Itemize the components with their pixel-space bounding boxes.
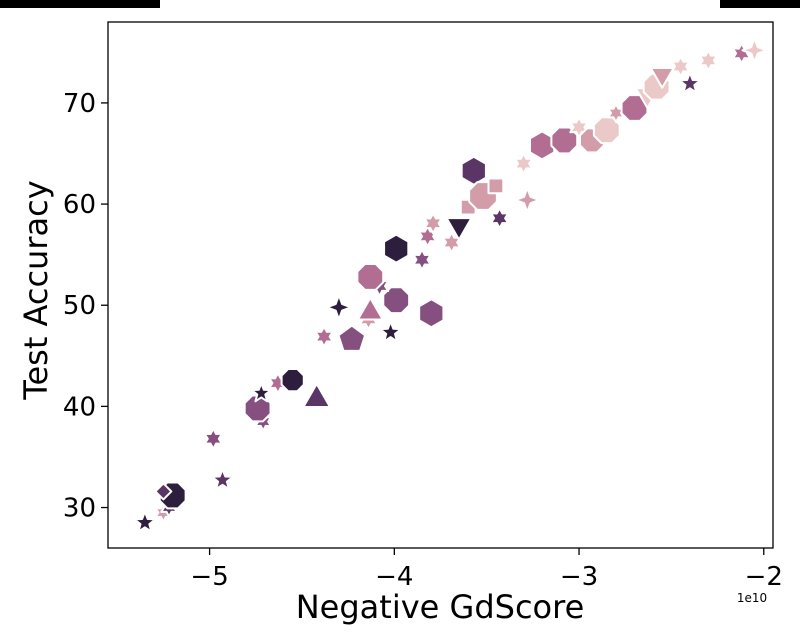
scatter-point-square [487,177,505,195]
x-tick-label: −2 [745,562,783,592]
scatter-marks [133,37,768,533]
scatter-point-octagon [356,262,385,291]
scatter-point-triangle [356,296,384,321]
scatter-point-triangle_down [649,66,675,89]
scatter-point-star6 [417,225,438,248]
scatter-point-octagon [280,368,305,393]
scatter-point-triangle_down [445,217,473,241]
x-axis-offset-label: 1e10 [737,591,767,605]
scatter-point-star5 [379,320,403,343]
scatter-point-star4 [514,187,541,213]
plot-frame [107,21,774,549]
scatter-point-octagon [382,286,411,315]
scatter-point-octagon [243,394,272,423]
scatter-point-star6 [670,55,691,78]
scatter-point-star5 [250,382,272,403]
y-tick-label: 40 [63,392,96,422]
scatter-point-star6 [412,248,432,271]
y-axis-ticks: 30 40 50 60 70 [63,89,108,524]
scatter-point-star6 [731,42,752,65]
y-tick-label: 60 [63,190,96,220]
x-tick-label: −4 [375,562,413,592]
scatter-point-star5 [678,71,702,94]
y-tick-label: 50 [63,291,96,321]
x-tick-label: −5 [190,562,228,592]
scatter-point-star4 [741,37,768,64]
scatter-point-star6 [203,427,223,450]
x-axis-ticks: −5 −4 −3 −2 [190,548,783,592]
scatter-point-star4 [325,294,352,321]
scatter-point-hexagon [383,233,410,264]
scatter-point-star6 [314,325,334,348]
top-right-bar [720,0,800,8]
scatter-point-octagon [592,116,621,145]
scatter-point-star6 [698,49,718,72]
scatter-point-star6 [489,207,510,230]
y-tick-label: 70 [63,89,96,119]
scatter-point-hexagon [460,155,487,186]
top-left-bar [0,0,160,8]
scatter-point-star6 [423,212,443,235]
scatter-point-star5 [133,510,157,533]
x-tick-label: −3 [560,562,598,592]
x-axis-label: Negative GdScore [296,588,585,626]
scatter-point-pentagon [337,324,367,352]
scatter-point-star6 [513,152,534,175]
y-axis-label: Test Accuracy [17,180,55,400]
y-tick-label: 30 [63,494,96,524]
scatter-point-diamond [154,482,173,501]
scatter-point-triangle [302,382,332,408]
scatter-point-hexagon [418,298,445,329]
scatter-point-star5 [211,468,234,491]
